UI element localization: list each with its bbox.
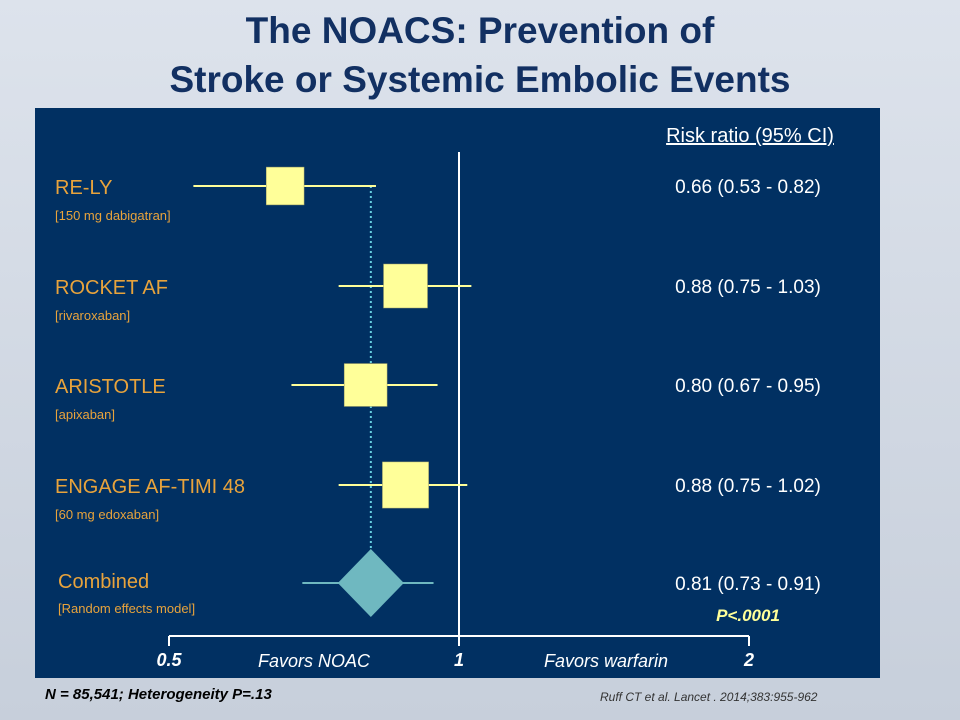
study-drug: [apixaban] [55, 407, 115, 422]
study-drug: [150 mg dabigatran] [55, 208, 171, 223]
risk-ratio-value: 0.80 (0.67 - 0.95) [675, 376, 821, 397]
combined-label: Combined [58, 571, 149, 593]
x-tick-label: 2 [743, 650, 754, 670]
x-tick-label: 0.5 [156, 650, 182, 670]
combined-method: [Random effects model] [58, 601, 195, 616]
study-name: ROCKET AF [55, 277, 168, 299]
study-name: ARISTOTLE [55, 376, 166, 398]
risk-ratio-value: 0.88 (0.75 - 1.02) [675, 476, 821, 497]
risk-ratio-value: 0.66 (0.53 - 0.82) [675, 177, 821, 198]
point-estimate-marker [382, 461, 429, 509]
citation: Ruff CT et al. Lancet . 2014;383:955-962 [600, 690, 818, 704]
study-drug: [rivaroxaban] [55, 308, 130, 323]
column-header: Risk ratio (95% CI) [666, 125, 834, 147]
study-name: ENGAGE AF-TIMI 48 [55, 476, 245, 498]
x-tick-label: 1 [454, 650, 464, 670]
title-line-2: Stroke or Systemic Embolic Events [169, 59, 791, 100]
study-name: RE-LY [55, 177, 112, 199]
point-estimate-marker [343, 363, 388, 407]
sample-size-note: N = 85,541; Heterogeneity P=.13 [45, 686, 272, 703]
point-estimate-marker [383, 263, 428, 309]
risk-ratio-value: 0.88 (0.75 - 1.03) [675, 277, 821, 298]
point-estimate-marker [265, 166, 305, 206]
combined-p-value: P<.0001 [716, 606, 780, 625]
combined-diamond [337, 549, 404, 617]
chart-panel [35, 108, 880, 678]
favor-right-label: Favors warfarin [544, 651, 668, 671]
title-line-1: The NOACS: Prevention of [245, 10, 715, 51]
combined-risk-ratio: 0.81 (0.73 - 0.91) [675, 574, 821, 595]
slide-title: The NOACS: Prevention of Stroke or Syste… [0, 6, 960, 104]
study-drug: [60 mg edoxaban] [55, 507, 159, 522]
favor-left-label: Favors NOAC [258, 651, 371, 671]
